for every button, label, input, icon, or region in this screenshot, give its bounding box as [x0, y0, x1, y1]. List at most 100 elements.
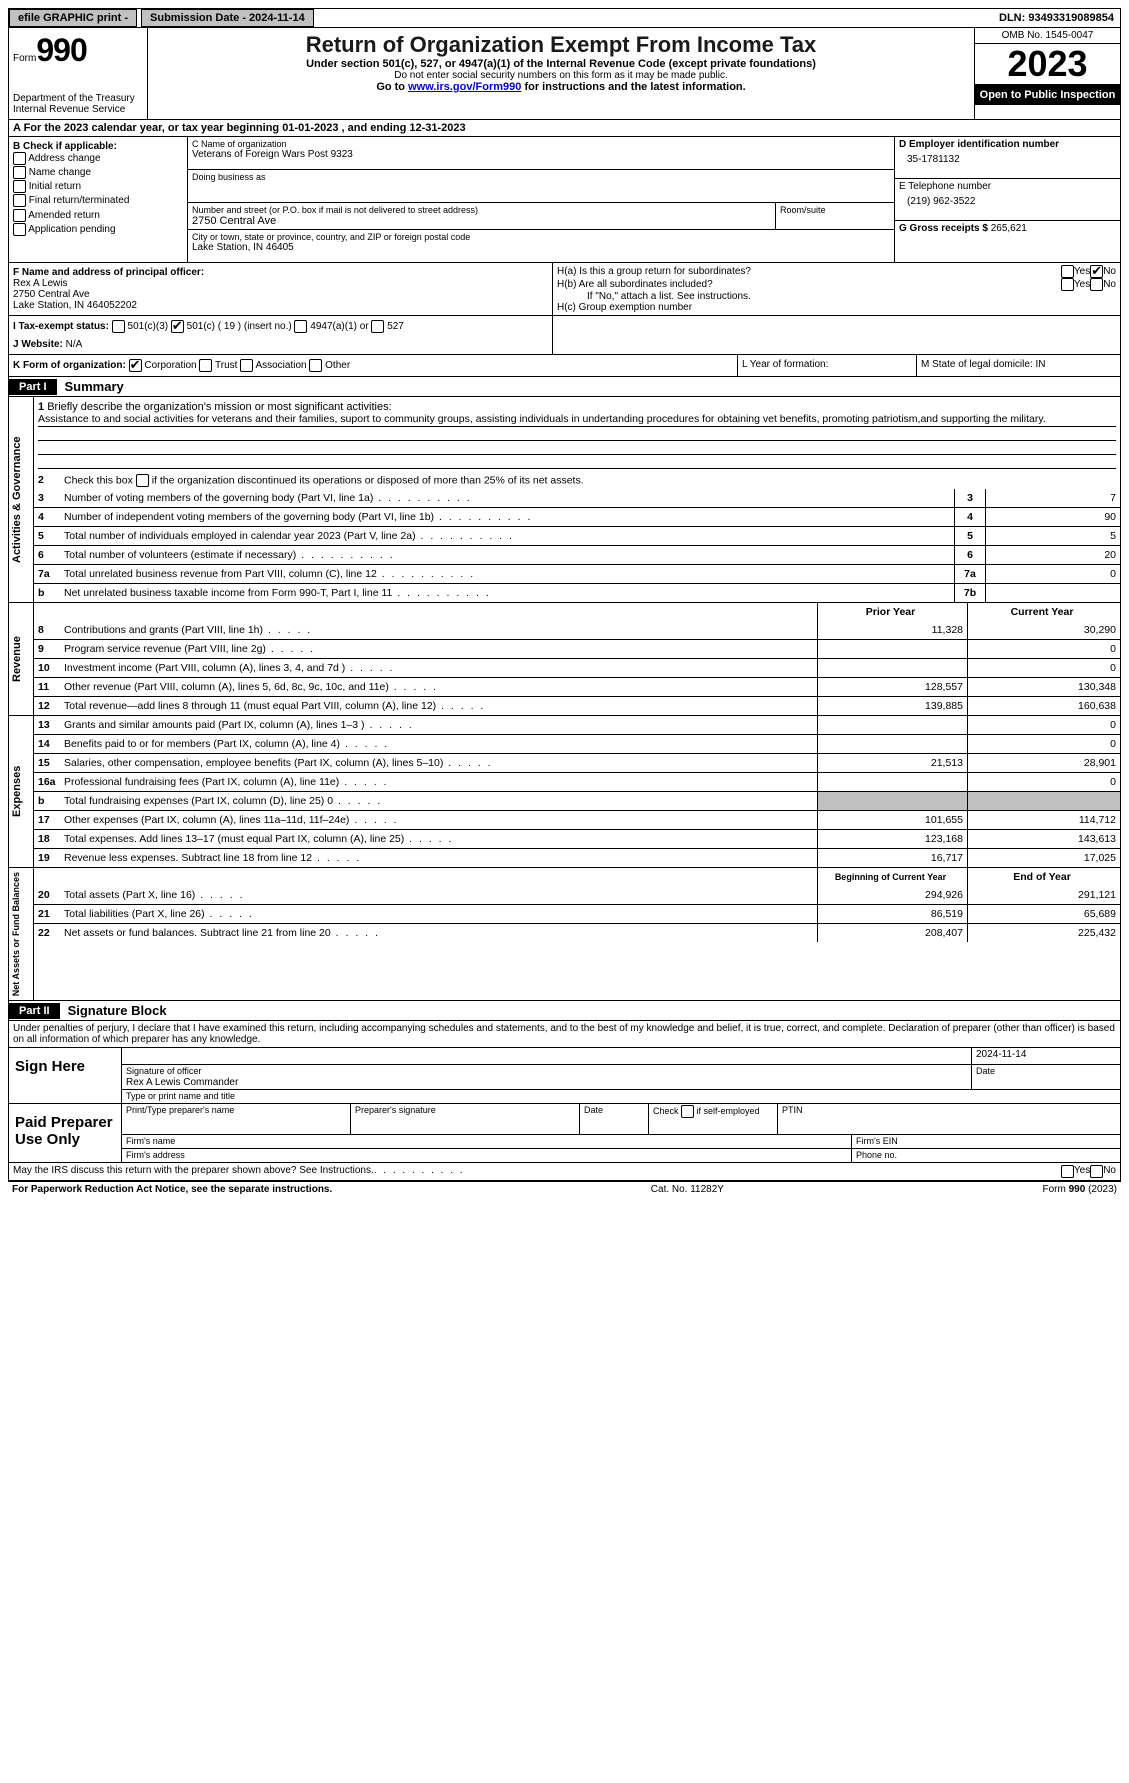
room-label: Room/suite: [780, 205, 890, 215]
summary-line: 3Number of voting members of the governi…: [34, 489, 1120, 507]
line-a-tax-year: A For the 2023 calendar year, or tax yea…: [8, 120, 1121, 137]
summary-line: 13Grants and similar amounts paid (Part …: [34, 716, 1120, 734]
phone-value: (219) 962-3522: [899, 192, 1116, 211]
phone-label: E Telephone number: [899, 181, 991, 192]
paid-preparer-label: Paid Preparer Use Only: [9, 1104, 122, 1162]
website-label: J Website:: [13, 339, 63, 350]
officer-addr1: 2750 Central Ave: [13, 289, 90, 300]
summary-line: 21Total liabilities (Part X, line 26)86,…: [34, 904, 1120, 923]
summary-line: bNet unrelated business taxable income f…: [34, 583, 1120, 602]
summary-line: 11Other revenue (Part VIII, column (A), …: [34, 677, 1120, 696]
part1-label: Part I: [9, 379, 57, 395]
expenses-label: Expenses: [9, 716, 34, 867]
year-formation: L Year of formation:: [738, 355, 917, 376]
discuss-label: May the IRS discuss this return with the…: [13, 1165, 374, 1178]
date-label: Date: [976, 1066, 995, 1076]
gross-value: 265,621: [991, 223, 1027, 234]
mission-text: Assistance to and social activities for …: [38, 413, 1116, 427]
checkbox-hb-yes[interactable]: [1061, 278, 1074, 291]
firm-name-label: Firm's name: [126, 1136, 175, 1146]
cat-number: Cat. No. 11282Y: [651, 1184, 724, 1195]
checkbox-amended[interactable]: [13, 209, 26, 222]
paperwork-notice: For Paperwork Reduction Act Notice, see …: [12, 1184, 332, 1195]
ha-label: H(a) Is this a group return for subordin…: [557, 266, 1061, 277]
section-ij: I Tax-exempt status: 501(c)(3) 501(c) ( …: [8, 316, 1121, 355]
ein-label: D Employer identification number: [899, 139, 1059, 150]
summary-line: 14Benefits paid to or for members (Part …: [34, 734, 1120, 753]
hb-note: If "No," attach a list. See instructions…: [557, 291, 1116, 302]
dln-label: DLN: 93493319089854: [993, 10, 1120, 26]
summary-line: bTotal fundraising expenses (Part IX, co…: [34, 791, 1120, 810]
netassets-section: Net Assets or Fund Balances Beginning of…: [8, 868, 1121, 1001]
officer-signed-name: Rex A Lewis Commander: [126, 1077, 238, 1088]
checkbox-discuss-no[interactable]: [1090, 1165, 1103, 1178]
summary-line: 16aProfessional fundraising fees (Part I…: [34, 772, 1120, 791]
perjury-declaration: Under penalties of perjury, I declare th…: [9, 1021, 1120, 1047]
summary-line: 10Investment income (Part VIII, column (…: [34, 658, 1120, 677]
checkbox-ha-yes[interactable]: [1061, 265, 1074, 278]
ptin-label: PTIN: [782, 1105, 803, 1115]
efile-print-label: efile GRAPHIC print -: [9, 9, 137, 27]
prep-date-label: Date: [584, 1105, 603, 1115]
checkbox-hb-no[interactable]: [1090, 278, 1103, 291]
firm-phone-label: Phone no.: [856, 1150, 897, 1160]
checkbox-501c3[interactable]: [112, 320, 125, 333]
part1-header: Part I Summary: [8, 377, 1121, 397]
sig-officer-label: Signature of officer: [126, 1066, 201, 1076]
section-fh: F Name and address of principal officer:…: [8, 263, 1121, 316]
checkbox-corp[interactable]: [129, 359, 142, 372]
officer-label: F Name and address of principal officer:: [13, 267, 204, 278]
hc-label: H(c) Group exemption number: [557, 302, 1116, 313]
form-title: Return of Organization Exempt From Incom…: [156, 32, 966, 58]
prep-sig-label: Preparer's signature: [355, 1105, 436, 1115]
summary-line: 17Other expenses (Part IX, column (A), l…: [34, 810, 1120, 829]
governance-label: Activities & Governance: [9, 397, 34, 602]
expenses-section: Expenses 13Grants and similar amounts pa…: [8, 716, 1121, 868]
checkbox-discuss-yes[interactable]: [1061, 1165, 1074, 1178]
checkbox-name-change[interactable]: [13, 166, 26, 179]
form-org-label: K Form of organization:: [13, 360, 126, 371]
checkbox-other[interactable]: [309, 359, 322, 372]
firm-ein-label: Firm's EIN: [856, 1136, 898, 1146]
begin-year-header: Beginning of Current Year: [817, 868, 967, 886]
prep-name-label: Print/Type preparer's name: [126, 1105, 234, 1115]
sign-here-label: Sign Here: [9, 1048, 122, 1103]
section-b: B Check if applicable: Address change Na…: [9, 137, 188, 262]
signature-block: Under penalties of perjury, I declare th…: [8, 1021, 1121, 1181]
state-domicile: M State of legal domicile: IN: [917, 355, 1120, 376]
checkbox-addr-change[interactable]: [13, 152, 26, 165]
current-year-header: Current Year: [967, 603, 1120, 621]
summary-line: 8Contributions and grants (Part VIII, li…: [34, 621, 1120, 639]
checkbox-ha-no[interactable]: [1090, 265, 1103, 278]
checkbox-trust[interactable]: [199, 359, 212, 372]
netassets-label: Net Assets or Fund Balances: [9, 868, 34, 1000]
hb-label: H(b) Are all subordinates included?: [557, 279, 1061, 290]
checkbox-app-pending[interactable]: [13, 223, 26, 236]
checkbox-assoc[interactable]: [240, 359, 253, 372]
part2-label: Part II: [9, 1003, 60, 1019]
checkbox-4947[interactable]: [294, 320, 307, 333]
org-name-label: C Name of organization: [192, 139, 890, 149]
tax-status-label: I Tax-exempt status:: [13, 321, 109, 332]
governance-section: Activities & Governance 1 Briefly descri…: [8, 397, 1121, 603]
summary-line: 5Total number of individuals employed in…: [34, 526, 1120, 545]
checkbox-self-employed[interactable]: [681, 1105, 694, 1118]
part2-header: Part II Signature Block: [8, 1001, 1121, 1021]
officer-addr2: Lake Station, IN 464052202: [13, 300, 137, 311]
section-b-title: B Check if applicable:: [13, 141, 117, 152]
irs-link[interactable]: www.irs.gov/Form990: [408, 81, 521, 93]
public-inspection: Open to Public Inspection: [975, 85, 1120, 105]
checkbox-discontinued[interactable]: [136, 474, 149, 487]
checkbox-final[interactable]: [13, 194, 26, 207]
summary-line: 15Salaries, other compensation, employee…: [34, 753, 1120, 772]
submission-date: Submission Date - 2024-11-14: [141, 9, 314, 27]
prior-year-header: Prior Year: [817, 603, 967, 621]
checkbox-501c[interactable]: [171, 320, 184, 333]
sig-date: 2024-11-14: [972, 1048, 1120, 1064]
part2-title: Signature Block: [60, 1001, 175, 1020]
ein-value: 35-1781132: [899, 150, 1116, 169]
part1-title: Summary: [57, 377, 132, 396]
checkbox-527[interactable]: [371, 320, 384, 333]
section-c: C Name of organization Veterans of Forei…: [188, 137, 895, 262]
checkbox-initial[interactable]: [13, 180, 26, 193]
